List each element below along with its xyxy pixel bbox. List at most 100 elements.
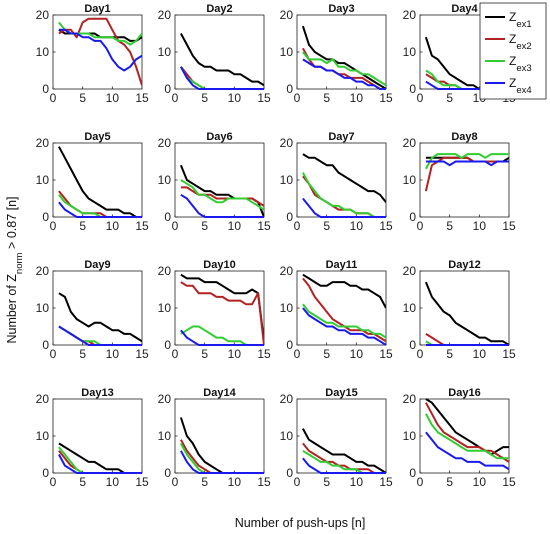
x-tick-label: 10	[350, 475, 364, 489]
x-tick-label: 5	[446, 91, 453, 105]
x-tick-label: 10	[473, 219, 487, 233]
panel-day15: Day15 0 5 10 15 0 10 20	[280, 387, 393, 489]
x-tick-label: 10	[106, 475, 120, 489]
series-line-zex1	[58, 146, 142, 218]
y-axis-label-sub: norm	[14, 252, 25, 274]
x-tick-label: 5	[323, 347, 330, 361]
x-tick-label: 0	[50, 219, 57, 233]
series-line-zex3	[425, 153, 509, 170]
x-tick-label: 5	[446, 347, 453, 361]
y-tick-label: 20	[280, 264, 294, 278]
y-tick-label: 10	[403, 173, 417, 187]
plot-frame	[52, 14, 143, 90]
series-line-zex4	[180, 193, 264, 218]
x-tick-label: 0	[294, 219, 301, 233]
x-tick-label: 10	[106, 219, 120, 233]
series-line-zex2	[424, 156, 509, 192]
series-line-zex1	[424, 281, 509, 346]
panel-title: Day11	[326, 259, 358, 271]
legend-item-zex4: Zex4	[485, 76, 532, 96]
series-line-zex1	[180, 273, 264, 342]
x-tick-label: 10	[228, 347, 242, 361]
series-line-zex4	[58, 28, 142, 72]
x-tick-label: 10	[350, 91, 364, 105]
plot-frame	[52, 142, 143, 218]
x-tick-label: 0	[417, 219, 424, 233]
y-tick-label: 20	[36, 392, 50, 406]
x-tick-label: 15	[502, 475, 516, 489]
y-tick-label: 0	[409, 466, 416, 480]
panel-title: Day13	[81, 387, 113, 399]
x-tick-label: 0	[50, 91, 57, 105]
y-tick-label: 20	[158, 136, 172, 150]
y-tick-label: 10	[36, 173, 50, 187]
panel-day14: Day14 0 5 10 15 0 10 20	[158, 387, 271, 489]
legend-label: Zex4	[509, 76, 532, 96]
series-line-zex2	[425, 402, 509, 463]
x-tick-label: 5	[201, 347, 208, 361]
panel-day12: Day12 0 5 10 15 0 10 20	[403, 259, 516, 361]
panel-day3: Day3 0 5 10 15 0 10 20	[280, 3, 393, 105]
series-line-zex1	[58, 292, 142, 343]
x-tick-label: 15	[135, 219, 149, 233]
y-tick-label: 0	[42, 210, 49, 224]
x-tick-label: 0	[294, 347, 301, 361]
y-tick-label: 20	[158, 8, 172, 22]
panel-day6: Day6 0 5 10 15 0 10 20	[158, 131, 271, 233]
plot-frame	[419, 398, 510, 474]
panel-title: Day3	[328, 3, 354, 15]
panel-day7: Day7 0 5 10 15 0 10 20	[280, 131, 393, 233]
y-tick-label: 10	[280, 429, 294, 443]
panel-title: Day10	[203, 259, 235, 271]
x-tick-label: 5	[446, 475, 453, 489]
x-tick-label: 5	[446, 219, 453, 233]
y-tick-label: 0	[409, 338, 416, 352]
y-tick-label: 10	[280, 301, 294, 315]
x-tick-label: 15	[379, 475, 393, 489]
y-tick-label: 0	[164, 466, 171, 480]
x-tick-label: 0	[50, 347, 57, 361]
x-tick-label: 15	[257, 475, 271, 489]
panel-day10: Day10 0 5 10 15 0 10 20	[158, 259, 271, 361]
panel-day16: Day16 0 5 10 15 0 10 20	[403, 387, 516, 489]
series-line-zex4	[425, 160, 509, 167]
x-tick-label: 0	[417, 475, 424, 489]
y-tick-label: 0	[409, 82, 416, 96]
panel-day9: Day9 0 5 10 15 0 10 20	[36, 259, 149, 361]
x-tick-label: 5	[79, 219, 86, 233]
x-tick-label: 10	[106, 347, 120, 361]
series-line-zex1	[425, 398, 509, 456]
panel-title: Day6	[206, 131, 232, 143]
series-line-zex1	[301, 25, 386, 90]
y-tick-label: 0	[164, 210, 171, 224]
y-tick-label: 0	[286, 466, 293, 480]
x-axis-label: Number of push-ups [n]	[235, 516, 366, 530]
y-tick-label: 10	[280, 173, 294, 187]
y-tick-label: 10	[36, 301, 50, 315]
series-line-zex1	[302, 273, 386, 309]
series-line-zex4	[58, 454, 142, 474]
y-tick-label: 10	[280, 45, 294, 59]
panel-title: Day2	[206, 3, 232, 15]
x-tick-label: 10	[350, 347, 364, 361]
x-tick-label: 5	[323, 91, 330, 105]
legend-label: Zex2	[509, 32, 532, 52]
plot-frame	[296, 398, 387, 474]
legend-item-zex3: Zex3	[485, 54, 532, 74]
y-axis-label: Number of Znorm > 0.87 [n]	[5, 196, 25, 343]
x-tick-label: 5	[201, 219, 208, 233]
x-tick-label: 15	[135, 91, 149, 105]
panel-title: Day7	[328, 131, 354, 143]
plot-frame	[174, 270, 265, 346]
series-line-zex4	[180, 329, 264, 346]
x-tick-label: 10	[228, 91, 242, 105]
y-tick-label: 0	[409, 210, 416, 224]
y-tick-label: 20	[403, 8, 417, 22]
x-tick-label: 10	[473, 475, 487, 489]
series-line-zex2	[58, 17, 142, 86]
y-tick-label: 20	[403, 264, 417, 278]
x-tick-label: 0	[172, 219, 179, 233]
panels-grid: Day10 5 10 15 0 10 20 Day2 0 5 10 15 0 10 20 Day3 0 5 10 15…	[36, 3, 516, 489]
x-tick-label: 10	[228, 219, 242, 233]
panel-title: Day9	[84, 259, 110, 271]
